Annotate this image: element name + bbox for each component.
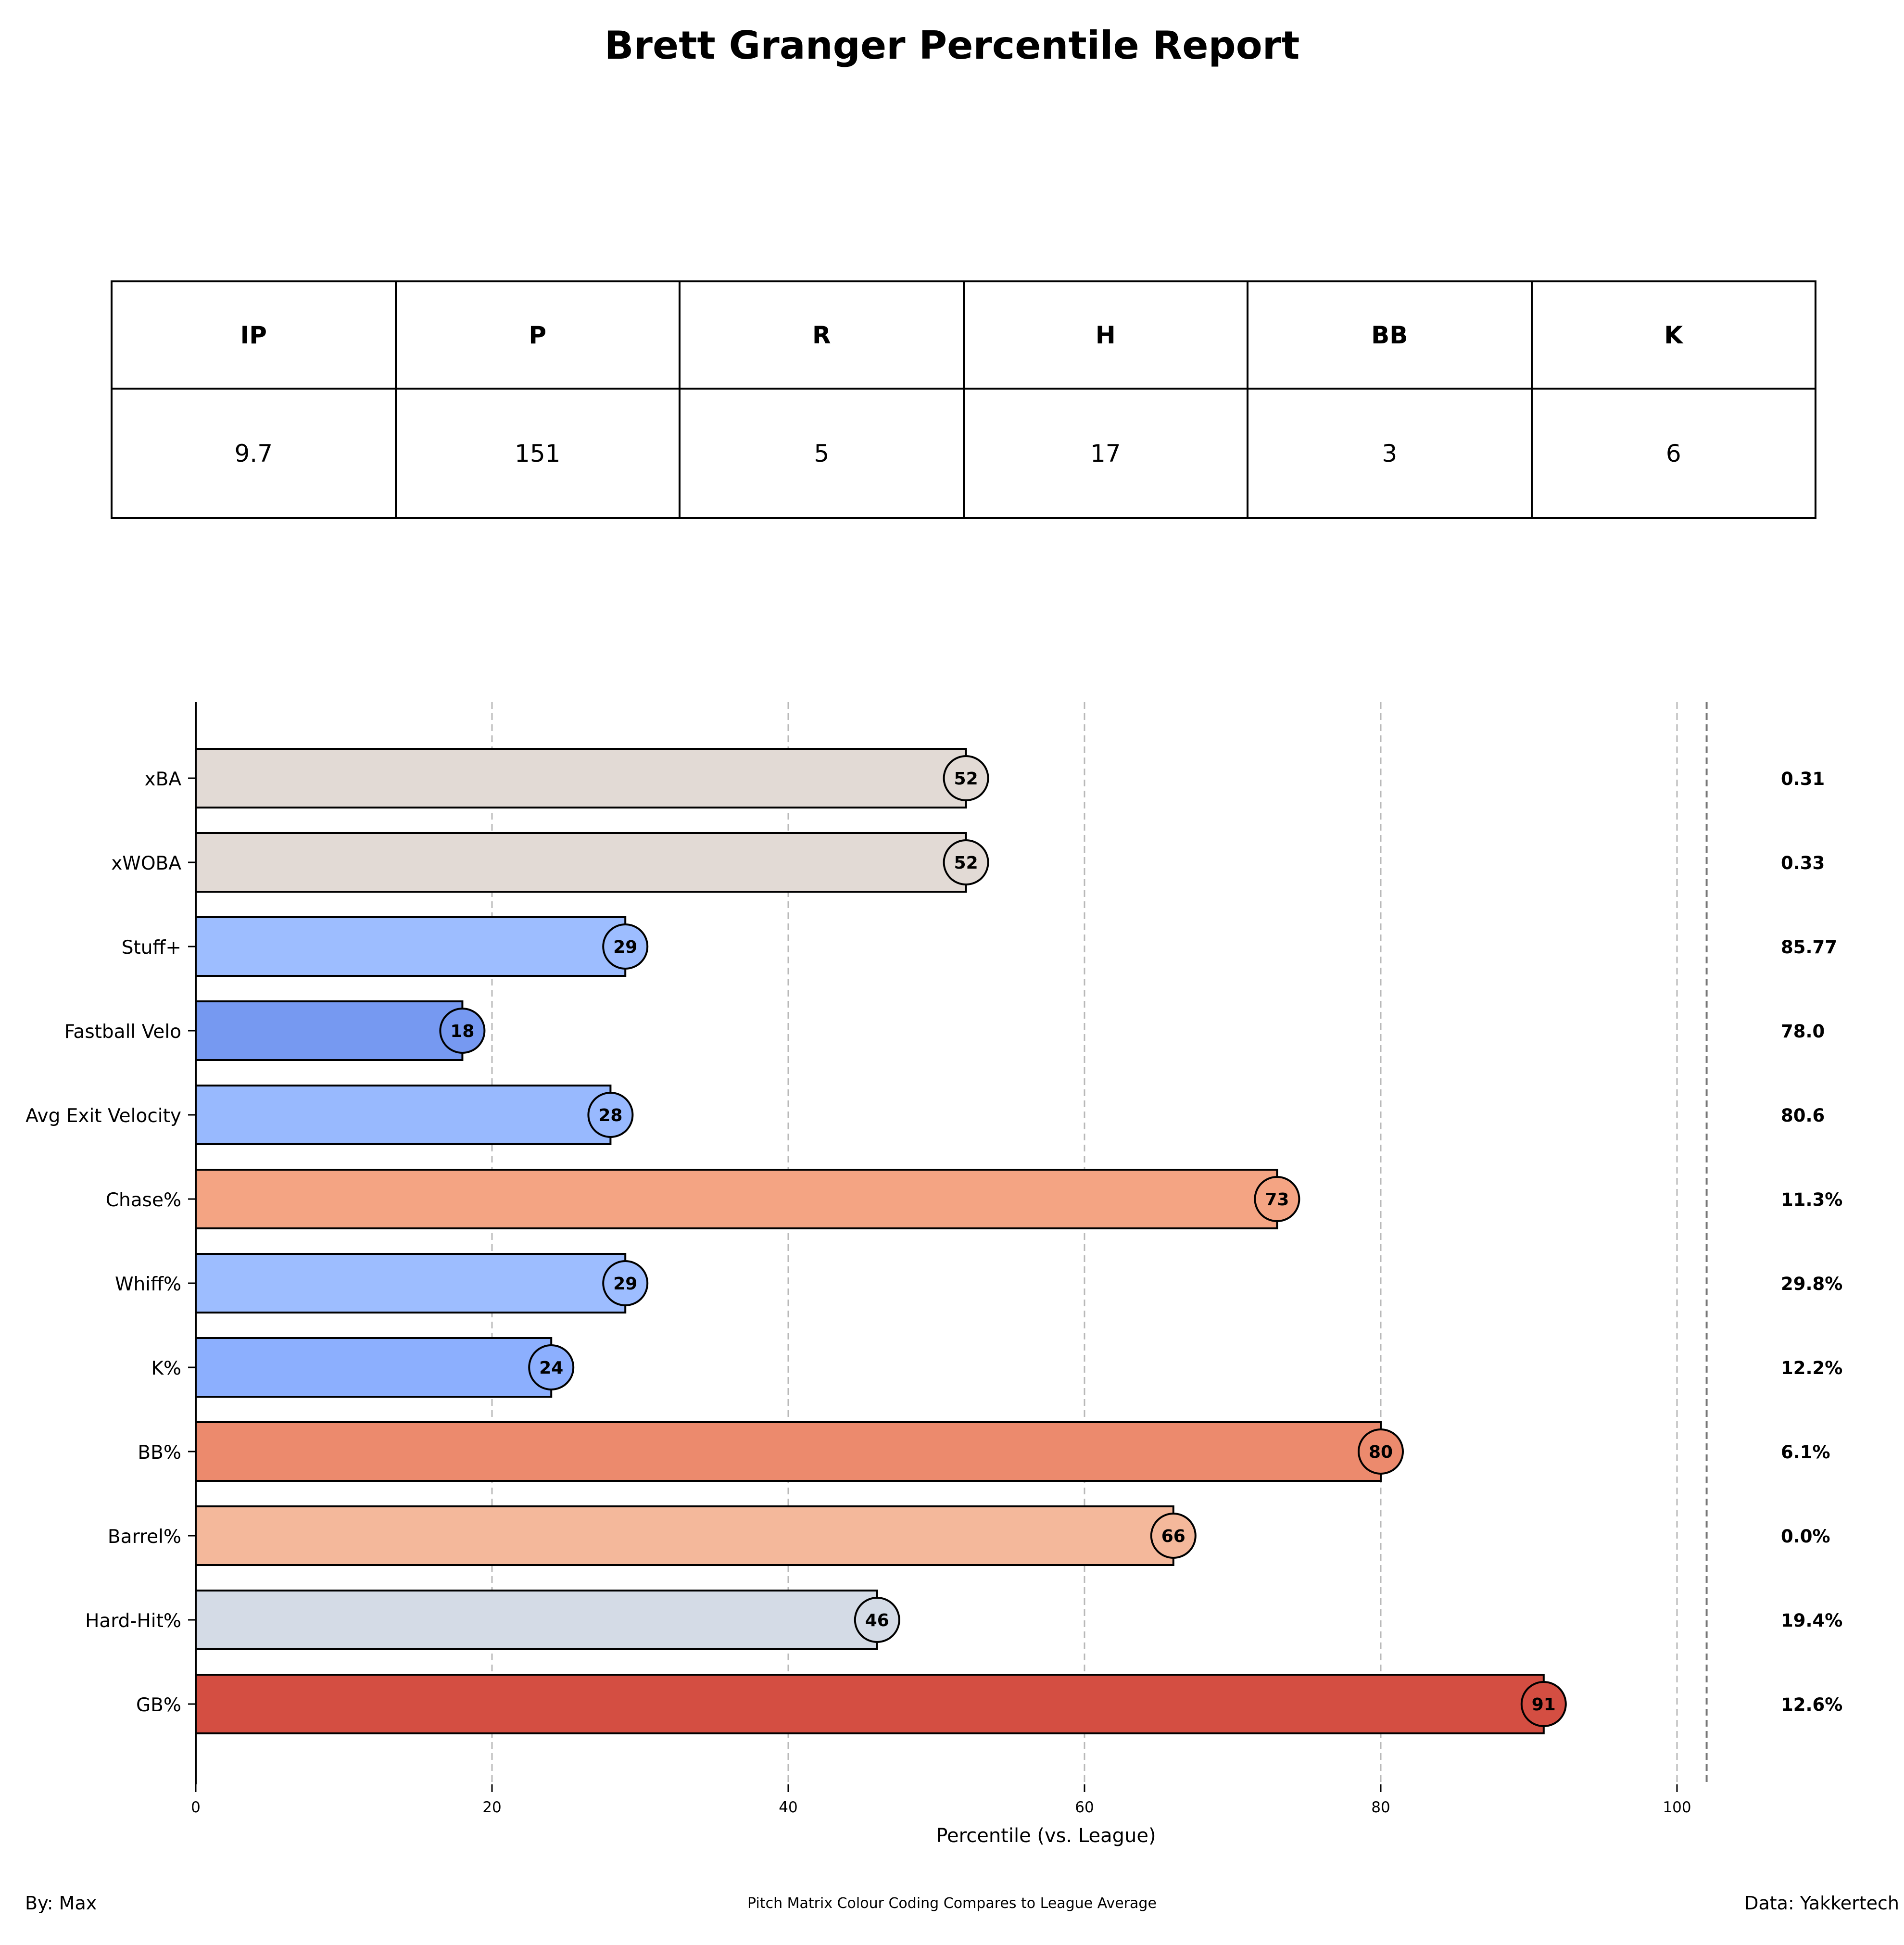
x-tick-label-0: 0 — [191, 1799, 201, 1816]
percentile-marker-10 — [854, 1597, 900, 1643]
percentile-label-10: 46 — [865, 1611, 889, 1630]
bar-6 — [195, 1253, 627, 1314]
percentile-marker-2 — [602, 923, 649, 970]
percentile-label-4: 28 — [598, 1106, 622, 1125]
raw-value-1: 0.33 — [1781, 853, 1825, 873]
stats-value-bb: 3 — [1247, 388, 1533, 519]
percentile-label-6: 29 — [613, 1274, 637, 1294]
x-axis-label: Percentile (vs. League) — [936, 1825, 1156, 1847]
footer-author: By: Max — [25, 1893, 97, 1914]
category-label-5: Chase% — [106, 1189, 181, 1211]
stats-header-p: P — [394, 280, 681, 390]
percentile-marker-6 — [602, 1260, 649, 1306]
stats-value-k: 6 — [1530, 388, 1816, 519]
stats-header-h: H — [962, 280, 1248, 390]
category-label-4: Avg Exit Velocity — [25, 1105, 181, 1127]
percentile-marker-0 — [943, 755, 989, 801]
stats-value-row: 9.7 151 5 17 3 6 — [111, 388, 1816, 519]
raw-value-3: 78.0 — [1781, 1021, 1825, 1042]
stats-header-k: K — [1530, 280, 1816, 390]
category-label-2: Stuff+ — [122, 937, 181, 959]
raw-value-10: 19.4% — [1781, 1610, 1842, 1631]
raw-value-7: 12.2% — [1781, 1358, 1842, 1378]
percentile-label-7: 24 — [539, 1358, 563, 1378]
x-tick-label-80: 80 — [1371, 1799, 1390, 1816]
stats-table: IP P R H BB K 9.7 151 5 17 3 6 — [111, 280, 1816, 519]
bar-11 — [195, 1674, 1545, 1734]
bar-3 — [195, 1000, 464, 1061]
stats-value-ip: 9.7 — [111, 388, 397, 519]
x-tick-label-20: 20 — [482, 1799, 501, 1816]
category-label-10: Hard-Hit% — [85, 1610, 181, 1632]
percentile-marker-8 — [1358, 1428, 1404, 1475]
stats-value-h: 17 — [962, 388, 1248, 519]
stats-header-ip: IP — [111, 280, 397, 390]
bar-7 — [195, 1337, 553, 1398]
bar-4 — [195, 1085, 612, 1145]
raw-value-2: 85.77 — [1781, 937, 1837, 958]
page-title: Brett Granger Percentile Report — [604, 23, 1300, 68]
percentile-label-0: 52 — [954, 769, 978, 789]
x-tick-label-60: 60 — [1075, 1799, 1094, 1816]
category-label-0: xBA — [144, 769, 181, 790]
category-label-6: Whiff% — [115, 1274, 181, 1295]
bar-1 — [195, 832, 967, 893]
percentile-label-5: 73 — [1265, 1190, 1289, 1210]
footer-source: Data: Yakkertech — [1744, 1893, 1899, 1914]
category-label-11: GB% — [136, 1694, 181, 1716]
raw-value-0: 0.31 — [1781, 769, 1825, 789]
percentile-marker-1 — [943, 839, 989, 885]
category-label-9: Barrel% — [108, 1526, 181, 1548]
raw-value-5: 11.3% — [1781, 1189, 1842, 1210]
bar-5 — [195, 1169, 1278, 1229]
percentile-marker-4 — [587, 1092, 634, 1138]
category-label-1: xWOBA — [111, 853, 181, 874]
percentile-marker-11 — [1520, 1681, 1567, 1727]
percentile-marker-5 — [1254, 1176, 1300, 1222]
stats-header-bb: BB — [1247, 280, 1533, 390]
stats-value-r: 5 — [679, 388, 965, 519]
raw-value-6: 29.8% — [1781, 1274, 1842, 1294]
bar-9 — [195, 1505, 1174, 1566]
category-label-7: K% — [151, 1358, 181, 1379]
bar-10 — [195, 1590, 878, 1650]
x-tick-label-100: 100 — [1663, 1799, 1691, 1816]
category-label-8: BB% — [138, 1442, 181, 1464]
raw-value-8: 6.1% — [1781, 1442, 1830, 1463]
footer-note: Pitch Matrix Colour Coding Compares to L… — [747, 1895, 1157, 1912]
percentile-label-3: 18 — [450, 1022, 474, 1041]
x-tick-label-40: 40 — [779, 1799, 797, 1816]
percentile-label-8: 80 — [1369, 1442, 1393, 1462]
bar-0 — [195, 748, 967, 808]
stats-header-r: R — [679, 280, 965, 390]
stats-header-row: IP P R H BB K — [111, 280, 1816, 390]
percentile-label-1: 52 — [954, 853, 978, 873]
percentile-marker-7 — [528, 1344, 575, 1390]
raw-value-4: 80.6 — [1781, 1105, 1825, 1126]
percentile-marker-9 — [1150, 1513, 1197, 1559]
percentile-label-11: 91 — [1532, 1695, 1556, 1715]
percentile-label-9: 66 — [1161, 1527, 1185, 1546]
bar-8 — [195, 1421, 1382, 1482]
raw-value-9: 0.0% — [1781, 1526, 1830, 1547]
percentile-label-2: 29 — [613, 937, 637, 957]
raw-value-11: 12.6% — [1781, 1694, 1842, 1715]
category-label-3: Fastball Velo — [64, 1021, 181, 1043]
stats-value-p: 151 — [394, 388, 681, 519]
bar-2 — [195, 916, 627, 977]
percentile-marker-3 — [439, 1008, 486, 1054]
